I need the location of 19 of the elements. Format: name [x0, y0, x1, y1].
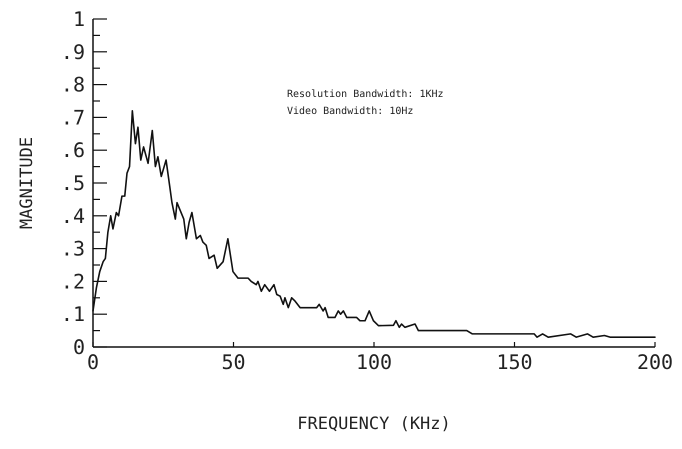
y-tick-label: 0	[72, 335, 85, 359]
y-tick-label: .1	[60, 302, 85, 326]
y-axis-title: MAGNITUDE	[17, 136, 37, 230]
x-tick-label: 200	[636, 350, 674, 374]
x-axis-title: FREQUENCY (KHz)	[297, 414, 451, 434]
y-tick-label: .8	[60, 72, 85, 97]
y-tick-label: 1	[72, 7, 85, 31]
y-tick-label: .2	[60, 269, 85, 294]
y-tick-label: .3	[60, 236, 85, 261]
x-tick-label: 50	[221, 350, 246, 374]
x-tick-label: 100	[356, 350, 392, 374]
y-tick-label: .9	[60, 40, 85, 64]
y-tick-label: .6	[60, 138, 85, 162]
annotation: Video Bandwidth: 10Hz	[287, 106, 414, 117]
y-tick-label: .4	[60, 204, 85, 228]
y-tick-label: .7	[60, 105, 85, 130]
annotation: Resolution Bandwidth: 1KHz	[287, 89, 444, 100]
x-tick-label: 150	[496, 350, 533, 374]
y-tick-label: .5	[60, 171, 85, 195]
